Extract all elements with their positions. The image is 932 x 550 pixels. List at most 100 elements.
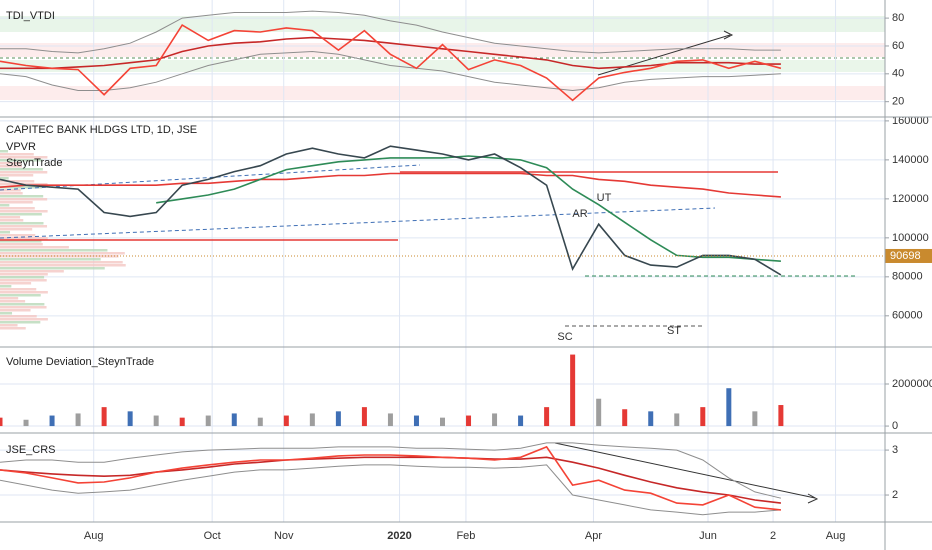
bar (101, 407, 107, 427)
bar (23, 419, 29, 427)
bar (518, 415, 524, 427)
bar (257, 417, 263, 427)
profile-bar (0, 180, 35, 183)
profile-bar (0, 267, 105, 270)
bar (387, 413, 393, 427)
profile-bar (0, 243, 43, 246)
profile-bar (0, 306, 47, 309)
x-tick-label: Aug (84, 530, 104, 542)
indicator-label: VPVR (6, 141, 36, 153)
profile-bar (0, 186, 43, 189)
y-tick-label: 160000 (892, 115, 929, 127)
profile-bar (0, 153, 34, 156)
x-tick-label: 2020 (387, 530, 411, 542)
indicator-label: SteynTrade (6, 157, 62, 169)
profile-bar (0, 174, 34, 177)
x-tick-label: Feb (456, 530, 475, 542)
profile-bar (0, 219, 24, 222)
profile-bar (0, 150, 8, 153)
bar (596, 398, 602, 427)
profile-bar (0, 216, 21, 219)
bar (0, 417, 3, 427)
bar (492, 413, 498, 427)
profile-bar (0, 252, 125, 255)
profile-bar (0, 321, 41, 324)
profile-bar (0, 198, 48, 201)
profile-bar (0, 195, 44, 198)
profile-bar (0, 165, 23, 168)
annotation: ST (667, 325, 681, 337)
profile-bar (0, 171, 48, 174)
profile-bar (0, 324, 18, 327)
drawings (0, 30, 858, 504)
series-line (156, 155, 781, 262)
profile-bar (0, 258, 101, 261)
annotation: SC (557, 331, 572, 343)
series-line (0, 464, 781, 516)
bar (440, 417, 445, 427)
profile-bar (0, 279, 47, 282)
trend-line (0, 207, 716, 239)
bar (752, 411, 758, 427)
profile-bar (0, 300, 26, 303)
bar (622, 409, 628, 427)
panel-title: TDI_VTDI (6, 10, 55, 22)
panel-title: JSE_CRS (6, 444, 56, 456)
bar (335, 411, 341, 427)
annotation: UT (597, 192, 612, 204)
series-line (0, 456, 781, 504)
grid (0, 0, 885, 522)
bar (700, 407, 706, 427)
trend-line (0, 164, 421, 191)
profile-bar (0, 159, 43, 162)
y-tick-label: 20 (892, 96, 904, 108)
bar (231, 413, 237, 427)
y-tick-label: 3 (892, 444, 898, 456)
y-tick-label: 2000000 (892, 378, 932, 390)
arrow-head (723, 30, 734, 40)
y-tick-label: 60 (892, 40, 904, 52)
bar (778, 405, 784, 427)
bar (75, 413, 81, 427)
series-line (0, 172, 781, 198)
profile-bar (0, 234, 36, 237)
bar (726, 388, 732, 427)
y-tick-label: 140000 (892, 154, 929, 166)
profile-bar (0, 327, 26, 330)
profile-bar (0, 204, 10, 207)
series-line (0, 442, 782, 499)
annotation: AR (572, 208, 587, 220)
x-tick-label: Apr (585, 530, 602, 542)
y-tick-label: 120000 (892, 193, 929, 205)
profile-bar (0, 270, 64, 273)
bar (413, 415, 419, 427)
y-tick-label: 40 (892, 68, 904, 80)
profile-bar (0, 291, 48, 294)
bar (179, 417, 185, 427)
profile-bar (0, 318, 48, 321)
profile-bar (0, 288, 37, 291)
bar (648, 411, 654, 427)
plots: Aug Oct Nov 2020 Feb Apr Jun 2 Aug20406080TDI_VT… (0, 10, 932, 542)
bar (205, 415, 211, 427)
x-tick-label: 2 (770, 530, 776, 542)
profile-bar (0, 285, 12, 288)
profile-bar (0, 264, 126, 267)
profile-bar (0, 261, 123, 264)
profile-bar (0, 249, 108, 252)
bar (309, 413, 315, 427)
profile-bar (0, 297, 19, 300)
y-tick-label: 60000 (892, 310, 923, 322)
x-tick-label: Aug (826, 530, 846, 542)
profile-bar (0, 222, 44, 225)
profile-bar (0, 225, 48, 228)
trend-line (554, 442, 816, 499)
zone (0, 16, 885, 32)
last-price-label: 90698 (890, 250, 921, 262)
y-tick-label: 100000 (892, 232, 929, 244)
trend-line (597, 34, 731, 76)
profile-bar (0, 231, 11, 234)
bar (127, 411, 133, 427)
last-price-box (885, 248, 932, 263)
